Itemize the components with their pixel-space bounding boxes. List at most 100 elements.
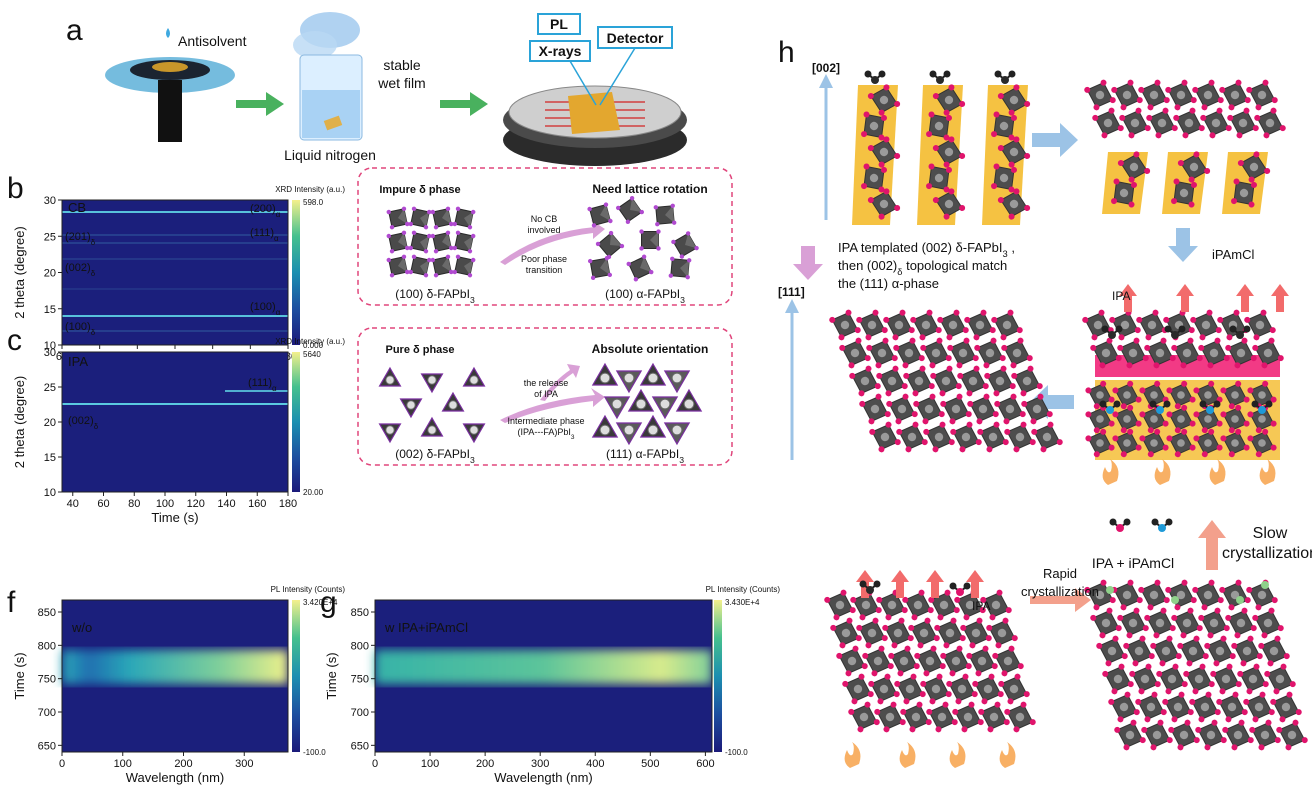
atom xyxy=(1252,716,1259,723)
octahedron xyxy=(587,255,613,281)
atom xyxy=(981,698,988,705)
label: Impure δ phase xyxy=(379,184,460,196)
atom xyxy=(1120,604,1127,611)
atom xyxy=(938,411,945,418)
atom xyxy=(929,393,936,400)
atom xyxy=(1209,348,1219,358)
atom xyxy=(1169,625,1176,632)
atom xyxy=(899,309,906,316)
atom xyxy=(1229,653,1236,660)
atom xyxy=(1136,597,1143,604)
y-tick-label: 30 xyxy=(44,195,56,207)
pl-band xyxy=(62,650,288,684)
atom xyxy=(877,698,884,705)
atom xyxy=(1114,726,1121,733)
atom xyxy=(1085,387,1092,394)
atom xyxy=(896,428,903,435)
octahedron xyxy=(932,136,966,168)
octahedron xyxy=(1252,607,1284,639)
atom xyxy=(1253,334,1260,341)
octahedron xyxy=(1102,663,1134,695)
atom xyxy=(1199,400,1207,408)
atom xyxy=(879,147,889,157)
atom xyxy=(839,344,846,351)
atom xyxy=(957,372,964,379)
atom xyxy=(1124,691,1131,698)
x-tick-label: 600 xyxy=(696,758,714,770)
atom xyxy=(1012,348,1022,358)
atom xyxy=(1113,674,1123,684)
octahedron xyxy=(1200,107,1232,139)
octahedron xyxy=(1195,719,1227,751)
atom xyxy=(430,209,435,215)
atom xyxy=(913,600,923,610)
y-tick-label: 650 xyxy=(351,740,369,752)
atom xyxy=(865,642,872,649)
atom xyxy=(1011,372,1018,379)
atom xyxy=(1095,90,1105,100)
atom xyxy=(1166,435,1173,442)
atom xyxy=(1193,435,1200,442)
atom xyxy=(1103,118,1113,128)
octahedron xyxy=(1173,107,1205,139)
atom xyxy=(1123,391,1131,399)
atom xyxy=(993,390,1000,397)
octahedron-face xyxy=(685,233,697,249)
colorbar xyxy=(714,600,722,752)
octahedron-face xyxy=(665,205,675,223)
atom xyxy=(975,320,985,330)
octahedron xyxy=(1004,701,1036,733)
atom xyxy=(1022,376,1032,386)
x-tick-label: 0 xyxy=(372,758,378,770)
atom xyxy=(892,365,899,372)
atom xyxy=(1042,432,1052,442)
atom xyxy=(1177,439,1185,447)
atom xyxy=(925,656,935,666)
octahedron xyxy=(848,701,880,733)
atom xyxy=(405,221,410,227)
octahedron xyxy=(902,589,934,621)
atom xyxy=(623,424,635,436)
octahedron xyxy=(1225,337,1257,369)
subscript: δ xyxy=(897,267,902,277)
atom xyxy=(872,617,879,624)
x-tick-label: 200 xyxy=(174,758,192,770)
atom xyxy=(1106,406,1114,414)
octahedron xyxy=(1247,428,1277,458)
atom xyxy=(1236,132,1243,139)
atom xyxy=(1135,420,1142,427)
atom xyxy=(908,327,915,334)
atom xyxy=(984,372,991,379)
atom xyxy=(997,197,1004,204)
atom xyxy=(951,719,958,726)
atom xyxy=(1174,104,1181,111)
atom xyxy=(1235,404,1242,411)
octahedron xyxy=(1264,663,1296,695)
octahedron xyxy=(1216,691,1248,723)
octahedron xyxy=(972,673,1004,705)
atom xyxy=(988,673,995,680)
atom xyxy=(948,439,955,446)
atom xyxy=(1169,355,1176,362)
octahedron xyxy=(1252,337,1284,369)
atom xyxy=(1030,418,1037,425)
atom xyxy=(983,362,990,369)
atom xyxy=(1217,316,1224,323)
atom xyxy=(1216,420,1223,427)
atom xyxy=(997,691,1004,698)
arrows xyxy=(785,74,1226,612)
atom xyxy=(874,708,881,715)
octahedron xyxy=(856,309,888,341)
atom xyxy=(985,635,992,642)
label: [002] xyxy=(812,61,840,75)
atom xyxy=(1189,698,1196,705)
atom xyxy=(670,256,675,262)
atom xyxy=(449,245,454,251)
atom xyxy=(867,628,877,638)
atom xyxy=(1171,614,1178,621)
peak-label: (201)δ xyxy=(65,231,96,247)
atom xyxy=(965,600,975,610)
atom xyxy=(1013,188,1020,195)
atom xyxy=(1108,420,1115,427)
